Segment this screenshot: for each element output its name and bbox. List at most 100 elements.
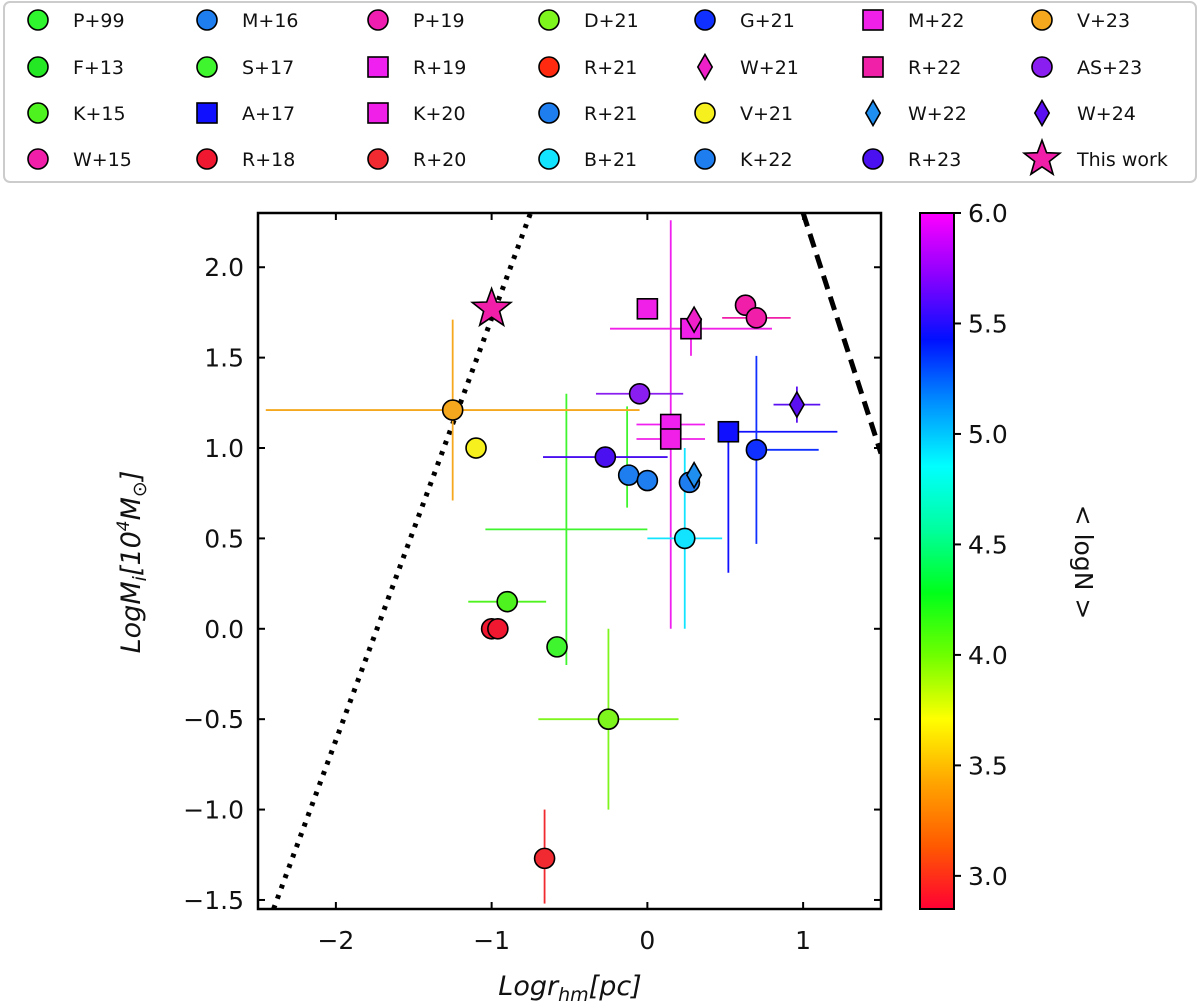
- point-s-17-marker: [546, 636, 568, 658]
- legend-label: This work: [1076, 149, 1168, 171]
- legend-marker: [1031, 9, 1053, 31]
- legend-marker: [196, 148, 218, 170]
- legend-marker: [864, 98, 882, 128]
- y-tick-label: 2.0: [204, 253, 244, 282]
- point-m-22-marker: [636, 298, 659, 320]
- colorbar-label: < logN >: [1069, 505, 1098, 620]
- legend-label: R+18: [242, 149, 295, 171]
- y-tick-label: 0.5: [204, 524, 244, 553]
- legend-label: G+21: [740, 10, 795, 32]
- y-tick-label: −0.5: [183, 705, 244, 734]
- legend-label: AS+23: [1077, 57, 1142, 79]
- legend-label: V+23: [1077, 10, 1130, 32]
- legend-marker: [367, 102, 389, 124]
- legend-label: S+17: [242, 57, 294, 79]
- legend-label: P+19: [413, 10, 465, 32]
- legend-box: [3, 1, 1197, 183]
- colorbar-tick-label: 3.0: [968, 862, 1008, 891]
- legend-label: F+13: [73, 57, 124, 79]
- legend-label: R+21: [584, 57, 637, 79]
- point-w-21-marker: [685, 305, 703, 334]
- colorbar-tick-label: 5.5: [968, 309, 1008, 338]
- legend-label: M+22: [908, 10, 965, 32]
- x-axis-label: Logrhm[pc]: [498, 971, 641, 1006]
- y-tick-label: 1.0: [204, 434, 244, 463]
- legend-marker: [694, 102, 716, 124]
- legend-marker: [367, 56, 389, 78]
- colorbar-tick-label: 5.0: [968, 420, 1008, 449]
- point-r-18-marker: [487, 617, 509, 640]
- legend-marker: [196, 9, 218, 31]
- legend-marker: [538, 148, 560, 170]
- legend-label: B+21: [584, 149, 637, 171]
- legend-label: V+21: [740, 103, 793, 125]
- legend-marker: [694, 148, 716, 170]
- y-tick-label: −1.5: [183, 886, 244, 915]
- legend-label: R+21: [584, 103, 637, 125]
- point-k-15-marker: [496, 590, 519, 613]
- point-k-20-marker: [659, 428, 682, 450]
- legend-label: M+16: [242, 10, 299, 32]
- legend-marker: [367, 148, 389, 170]
- point-m-16-marker: [636, 469, 659, 492]
- legend-marker: [538, 9, 560, 31]
- point-w-15-marker: [745, 307, 768, 329]
- legend-label: D+21: [584, 10, 639, 32]
- legend-marker: [538, 56, 560, 78]
- x-tick-label: 0: [639, 926, 655, 955]
- legend-marker: [862, 56, 884, 78]
- colorbar-tick-label: 4.0: [968, 641, 1008, 670]
- colorbar-ticks: 3.0 3.5 4.0 4.5 5.0 5.5 6.0: [954, 199, 1008, 891]
- y-tick-label: 0.0: [204, 615, 244, 644]
- plot-area: [265, 213, 881, 909]
- dotted-limit-line: [271, 213, 533, 909]
- point-d-21-marker: [597, 708, 620, 730]
- legend-label: R+20: [413, 149, 466, 171]
- legend-marker: [196, 102, 218, 124]
- legend-label: W+24: [1077, 103, 1136, 125]
- legend-label: K+22: [740, 149, 793, 171]
- colorbar-tick-label: 4.5: [968, 530, 1008, 559]
- legend-marker: [367, 9, 389, 31]
- x-axis: −2 −1 0 1: [317, 213, 811, 955]
- legend: P+99 F+13 K+15 W+15 M+16 S+17 A+17 R+18 P+19 R+19…: [27, 9, 1168, 177]
- legend-marker: [1033, 98, 1051, 128]
- dashed-limit-line: [800, 213, 881, 455]
- legend-marker: [538, 102, 560, 124]
- legend-label: K+15: [73, 103, 126, 125]
- y-tick-label: −1.0: [183, 796, 244, 825]
- colorbar-tick-label: 6.0: [968, 199, 1008, 228]
- legend-label: P+99: [73, 10, 125, 32]
- point-r-20-marker: [533, 847, 556, 870]
- legend-label: R+22: [908, 57, 961, 79]
- legend-marker: [27, 56, 49, 78]
- point-w-24-marker: [788, 390, 806, 419]
- legend-marker: [862, 148, 884, 170]
- legend-marker: [694, 9, 716, 31]
- y-tick-label: 1.5: [204, 344, 244, 373]
- legend-label: W+21: [740, 57, 799, 79]
- point-b-21-marker: [673, 527, 696, 550]
- legend-marker: [1031, 56, 1053, 78]
- legend-label: A+17: [242, 103, 295, 125]
- x-tick-label: −2: [317, 926, 354, 955]
- x-tick-label: 1: [795, 926, 811, 955]
- legend-marker: [27, 148, 49, 170]
- point-v-23-marker: [441, 399, 464, 421]
- legend-label: R+23: [908, 149, 961, 171]
- point-as-23-marker: [628, 382, 651, 405]
- legend-label: W+22: [908, 103, 967, 125]
- legend-marker: [27, 102, 49, 124]
- colorbar: [919, 212, 955, 910]
- colorbar-tick-label: 3.5: [968, 751, 1008, 780]
- plot-frame: [256, 211, 883, 911]
- legend-label: K+20: [413, 103, 466, 125]
- point-this-work-marker: [470, 286, 514, 328]
- legend-marker: [862, 9, 884, 31]
- legend-marker: [27, 9, 49, 31]
- point-r-23-marker: [594, 446, 617, 468]
- point-a-17-marker: [717, 420, 740, 443]
- legend-marker: [196, 56, 218, 78]
- point-g-21-marker: [745, 439, 768, 461]
